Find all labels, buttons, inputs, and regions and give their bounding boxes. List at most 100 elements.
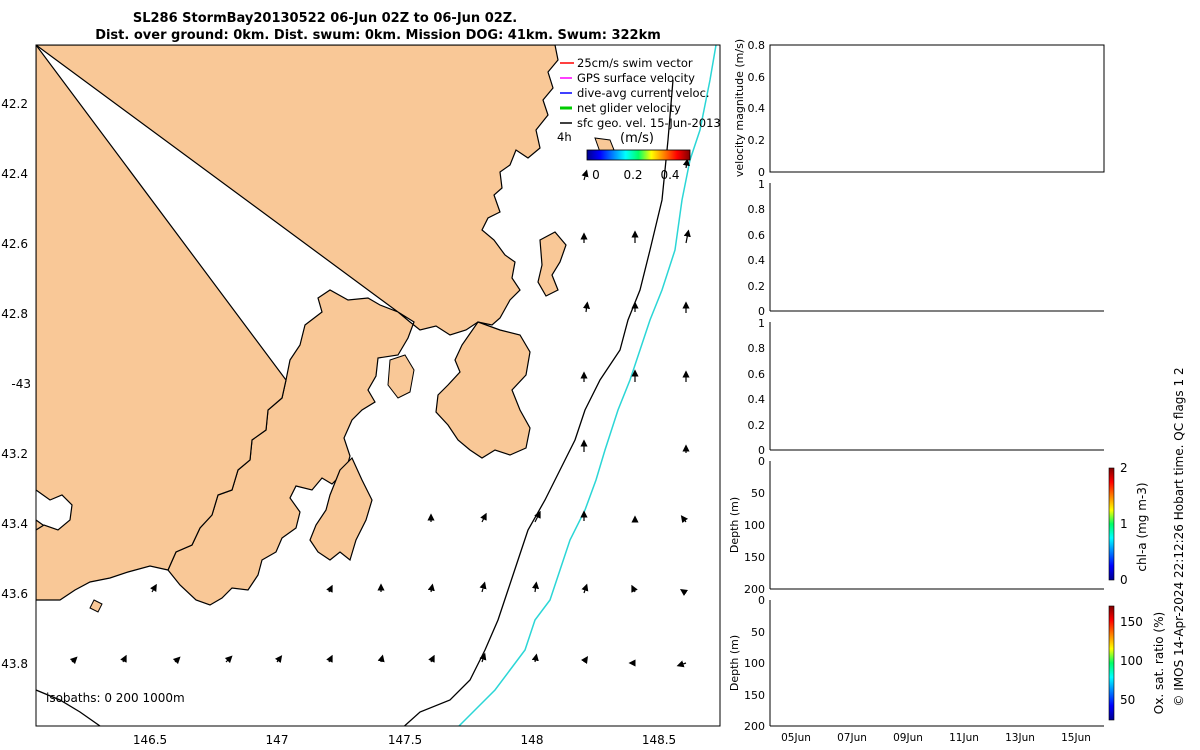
chl-colorbar-tick: 0 xyxy=(1120,573,1128,587)
chl-panel-ylabel: Depth (m) xyxy=(728,497,741,553)
oxygen-x-tick: 05Jun xyxy=(781,732,811,744)
vector-arrow xyxy=(581,169,589,181)
chl-panel: Depth (m) 0 50 100 150 200 2 1 0 chl-a (… xyxy=(728,455,1149,596)
blank-1-y-tick: 0.8 xyxy=(748,203,766,216)
blank-1-y-tick: 1 xyxy=(758,178,765,191)
oxygen-x-tick: 09Jun xyxy=(893,732,923,744)
blank-2-y-tick: 0.6 xyxy=(748,368,766,381)
vector-arrow xyxy=(274,655,283,664)
vector-arrow xyxy=(69,656,78,665)
land-islet-3 xyxy=(89,599,103,613)
vector-arrow xyxy=(172,656,181,665)
oxygen-panel: Depth (m) 0 50 100 150 200 05Jun 07Jun 0… xyxy=(728,594,1166,744)
colorbar-speed-tick: 0.2 xyxy=(623,168,642,182)
blank-1-y-tick: 0 xyxy=(758,305,765,318)
chl-y-tick: 200 xyxy=(744,583,765,596)
isobath-200m-west xyxy=(36,689,101,726)
map-y-axis: 42.2 42.4 42.6 42.8 -43 43.2 43.4 43.6 4… xyxy=(1,97,31,671)
vector-arrow xyxy=(581,583,589,594)
blank-2-y-tick: 0.4 xyxy=(748,393,766,406)
map-y-tick-label: 43.2 xyxy=(1,447,28,461)
legend-label-dive-avg: dive-avg current veloc. xyxy=(577,86,710,100)
vector-arrow xyxy=(683,229,691,244)
map-y-tick-label: 42.6 xyxy=(1,237,28,251)
vector-arrow xyxy=(120,654,127,663)
chl-y-tick: 50 xyxy=(751,487,765,500)
land-bruny xyxy=(309,456,373,562)
vector-arrow xyxy=(581,656,588,664)
oxygen-colorbar-tick: 100 xyxy=(1120,654,1143,668)
map-legend: 25cm/s swim vector GPS surface velocity … xyxy=(557,56,721,182)
colorbar-speed xyxy=(586,149,691,161)
vector-arrow xyxy=(480,512,487,523)
oxygen-y-tick: 0 xyxy=(758,594,765,607)
velocity-y-tick: 0.2 xyxy=(748,134,766,147)
oxygen-y-tick: 150 xyxy=(744,689,765,702)
blank-1-y-tick: 0.2 xyxy=(748,280,766,293)
map-y-tick-label: 43.4 xyxy=(1,517,28,531)
oxygen-y-tick: 200 xyxy=(744,720,765,733)
legend-label-swim-vector: 25cm/s swim vector xyxy=(577,56,693,70)
velocity-y-tick: 0 xyxy=(758,166,765,179)
velocity-panel: velocity magnitude (m/s) 0.8 0.6 0.4 0.2… xyxy=(733,39,1105,179)
vector-arrow xyxy=(531,653,539,663)
land-west xyxy=(36,45,287,601)
chl-y-tick: 0 xyxy=(758,455,765,468)
map-x-tick-label: 146.5 xyxy=(133,733,167,747)
vector-arrow xyxy=(582,301,591,313)
vector-arrow xyxy=(631,584,638,593)
vector-arrow xyxy=(479,652,487,663)
vector-arrow xyxy=(680,589,688,596)
oxygen-colorbar xyxy=(1108,605,1115,721)
velocity-y-tick: 0.4 xyxy=(748,102,766,115)
oxygen-y-tick: 100 xyxy=(744,657,765,670)
map-x-axis: 146.5 147 147.5 148 148.5 xyxy=(133,733,676,747)
vector-arrow xyxy=(680,515,689,524)
oxygen-x-tick: 11Jun xyxy=(949,732,979,744)
map-panel: 42.2 42.4 42.6 42.8 -43 43.2 43.4 43.6 4… xyxy=(1,44,721,747)
vector-arrow xyxy=(428,654,435,663)
vector-arrow xyxy=(531,581,540,593)
chl-colorbar-label: chl-a (mg m-3) xyxy=(1135,482,1149,571)
vector-arrow xyxy=(479,581,487,593)
map-x-tick-label: 147.5 xyxy=(388,733,422,747)
oxygen-x-tick: 07Jun xyxy=(837,732,867,744)
oxygen-panel-ylabel: Depth (m) xyxy=(728,635,741,691)
legend-label-sfc-geo: sfc geo. vel. 15-Jun-2013 xyxy=(577,116,721,130)
figure-title-line1: SL286 StormBay20130522 06-Jun 02Z to 06-… xyxy=(133,11,517,26)
land-peninsula xyxy=(435,321,531,459)
map-x-tick-label: 148 xyxy=(521,733,544,747)
vector-arrow xyxy=(224,655,233,664)
velocity-vectors xyxy=(69,158,691,668)
land-maria xyxy=(537,231,567,297)
land-islet-1 xyxy=(387,354,415,399)
blank-panel-2: 1 0.8 0.6 0.4 0.2 0 xyxy=(748,317,1104,457)
figure-title-line2: Dist. over ground: 0km. Dist. swum: 0km.… xyxy=(95,28,661,43)
colorbar-speed-tick: 0.4 xyxy=(660,168,679,182)
oxygen-x-tick: 15Jun xyxy=(1061,732,1091,744)
vector-arrow xyxy=(534,510,541,523)
vector-arrow xyxy=(676,660,687,668)
vector-arrow xyxy=(377,654,385,663)
map-y-tick-label: 43.8 xyxy=(1,657,28,671)
map-y-tick-label: 42.4 xyxy=(1,167,28,181)
map-y-tick-label: -43 xyxy=(11,377,31,391)
chl-y-tick: 150 xyxy=(744,551,765,564)
oxygen-x-tick: 13Jun xyxy=(1005,732,1035,744)
blank-2-y-tick: 1 xyxy=(758,317,765,330)
colorbar-label-speed: (m/s) xyxy=(620,131,654,146)
blank-1-y-tick: 0.6 xyxy=(748,229,766,242)
isobath-200m xyxy=(403,79,674,726)
oxygen-y-tick: 50 xyxy=(751,626,765,639)
isobaths-label: isobaths: 0 200 1000m xyxy=(46,691,185,705)
chl-y-tick: 100 xyxy=(744,519,765,532)
oxygen-colorbar-label: Ox. sat. ratio (%) xyxy=(1152,612,1166,714)
velocity-y-tick: 0.6 xyxy=(748,71,766,84)
map-y-tick-label: 43.6 xyxy=(1,587,28,601)
vector-arrow xyxy=(150,583,157,593)
chl-colorbar xyxy=(1108,467,1115,581)
chl-colorbar-tick: 2 xyxy=(1120,461,1128,475)
map-x-tick-label: 147 xyxy=(266,733,289,747)
map-y-tick-label: 42.8 xyxy=(1,307,28,321)
